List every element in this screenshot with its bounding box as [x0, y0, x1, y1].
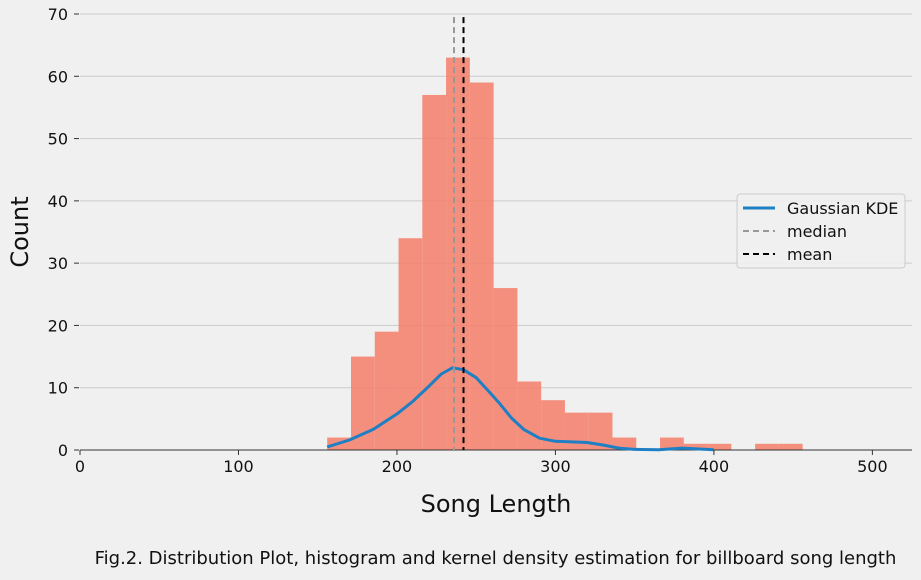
- histogram-bar: [707, 443, 732, 450]
- histogram-bar: [517, 381, 542, 450]
- histogram-bar: [588, 412, 613, 450]
- histogram-bar: [422, 94, 447, 450]
- y-tick-label: 60: [48, 67, 68, 86]
- y-tick-label: 40: [48, 192, 68, 211]
- figure-caption: Fig.2. Distribution Plot, histogram and …: [94, 548, 897, 569]
- histogram-bar: [469, 82, 494, 450]
- histogram-bar: [374, 331, 399, 450]
- histogram-bar: [398, 238, 423, 450]
- legend-label: median: [787, 222, 847, 241]
- histogram-bar: [755, 443, 779, 450]
- legend-label: mean: [787, 245, 832, 264]
- x-tick-label: 300: [540, 457, 571, 476]
- histogram-bar: [778, 443, 803, 450]
- histogram-bar: [493, 288, 518, 450]
- y-tick-label: 10: [48, 379, 68, 398]
- histogram-bar: [541, 400, 565, 450]
- x-axis-label: Song Length: [421, 490, 572, 518]
- legend-label: Gaussian KDE: [787, 199, 898, 218]
- y-tick-label: 0: [58, 441, 68, 460]
- y-tick-label: 20: [48, 316, 68, 335]
- x-tick-label: 200: [382, 457, 413, 476]
- histogram-bar: [446, 57, 470, 450]
- x-tick-label: 500: [857, 457, 888, 476]
- histogram-bar: [683, 443, 708, 450]
- x-tick-label: 100: [223, 457, 254, 476]
- x-tick-label: 0: [75, 457, 85, 476]
- y-tick-label: 30: [48, 254, 68, 273]
- x-tick-label: 400: [699, 457, 730, 476]
- histogram-bar: [350, 356, 375, 450]
- legend-box: [736, 193, 906, 269]
- kde-line: [326, 366, 714, 452]
- y-tick-label: 50: [48, 130, 68, 149]
- histogram-bar: [660, 437, 684, 450]
- histogram-bar: [564, 412, 589, 450]
- y-tick-label: 70: [48, 5, 68, 24]
- y-axis-label: Count: [6, 196, 34, 267]
